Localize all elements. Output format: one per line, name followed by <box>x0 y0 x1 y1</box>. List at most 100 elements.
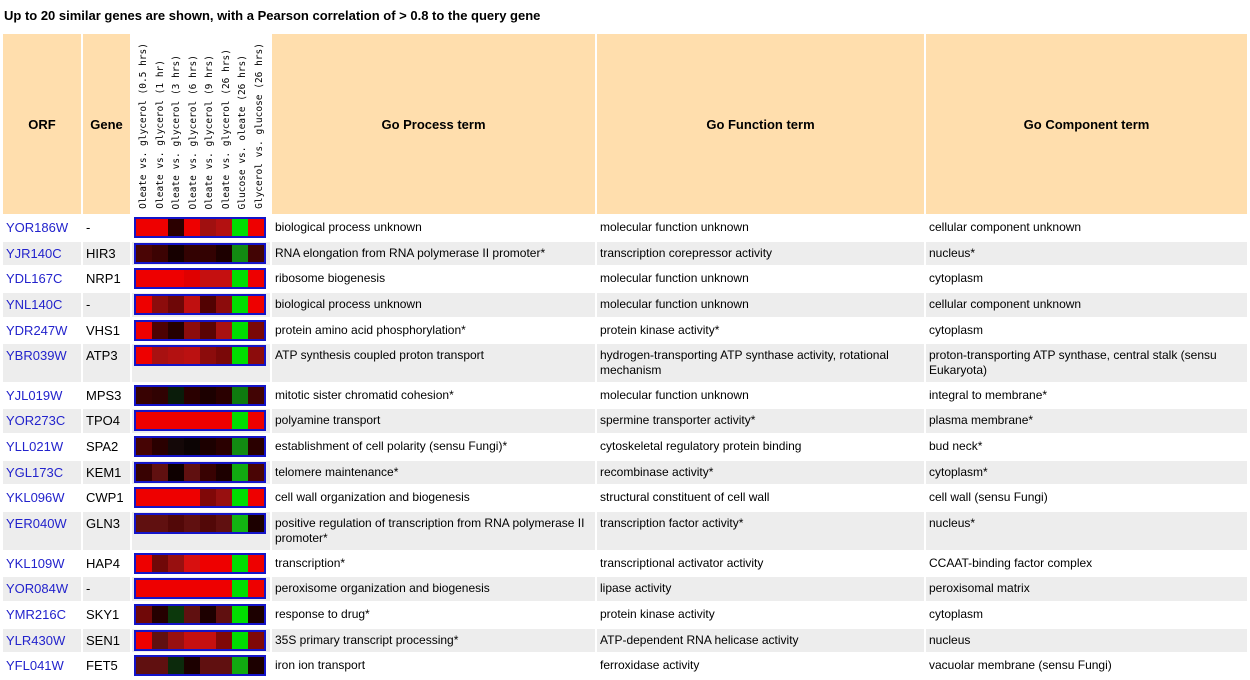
heatmap-cell <box>168 270 184 288</box>
orf-link[interactable]: YNL140C <box>6 296 63 312</box>
go-component-term: vacuolar membrane (sensu Fungi) <box>926 654 1247 678</box>
gene-name: KEM1 <box>83 460 130 485</box>
go-process-term: transcription* <box>272 551 595 576</box>
go-function-term: molecular function unknown <box>597 383 924 408</box>
heatmap-cell <box>184 514 200 532</box>
orf-link[interactable]: YMR216C <box>6 606 66 622</box>
go-component-term: nucleus* <box>926 241 1247 266</box>
gene-name: GLN3 <box>83 511 130 550</box>
orf-link[interactable]: YLL021W <box>6 439 64 455</box>
heatmap-cell <box>216 580 232 598</box>
heatmap-cell <box>216 321 232 339</box>
orf-link[interactable]: YOR084W <box>6 581 69 597</box>
heatmap-cell <box>136 386 152 404</box>
gene-name: HAP4 <box>83 551 130 576</box>
gene-row: YJR140C HIR3 RNA elongation from RNA pol… <box>3 241 1247 266</box>
heatmap-cell <box>216 631 232 649</box>
heatmap-cell <box>168 657 184 675</box>
go-function-term: spermine transporter activity* <box>597 409 924 434</box>
col-header-heatmap: Oleate vs. glycerol (0.5 hrs) Oleate vs. … <box>132 34 270 214</box>
heatmap-cell <box>232 463 248 481</box>
heatmap-cell <box>248 605 264 623</box>
heatmap-cell <box>200 270 216 288</box>
heatmap-cell <box>232 412 248 430</box>
heatmap-cell <box>232 631 248 649</box>
expression-heatmap <box>134 552 266 574</box>
heatmap-cell <box>184 270 200 288</box>
page-title: Up to 20 similar genes are shown, with a… <box>4 8 541 23</box>
heatmap-cell <box>184 438 200 456</box>
go-function-term: lipase activity <box>597 577 924 601</box>
header-row: ORF Gene Oleate vs. glycerol (0.5 hrs) Ol… <box>3 34 1247 214</box>
heatmap-cell-container <box>132 511 270 550</box>
orf-cell: YOR273C <box>3 409 81 434</box>
go-component-term: CCAAT-binding factor complex <box>926 551 1247 576</box>
heatmap-cell <box>168 463 184 481</box>
orf-cell: YKL096W <box>3 486 81 510</box>
heatmap-cell <box>184 605 200 623</box>
heatmap-cell <box>168 631 184 649</box>
orf-link[interactable]: YFL041W <box>6 658 64 674</box>
orf-cell: YJL019W <box>3 383 81 408</box>
heatmap-cell <box>136 657 152 675</box>
heatmap-cell <box>248 489 264 507</box>
heatmap-cell <box>136 244 152 262</box>
gene-row: YOR186W - biological process unknown mol… <box>3 216 1247 240</box>
orf-link[interactable]: YOR186W <box>6 220 69 235</box>
go-process-term: mitotic sister chromatid cohesion* <box>272 383 595 408</box>
go-function-term: protein kinase activity <box>597 602 924 627</box>
gene-row: YFL041W FET5 iron ion transport ferroxid… <box>3 654 1247 678</box>
gene-name: SKY1 <box>83 602 130 627</box>
heatmap-cell <box>184 244 200 262</box>
gene-name: CWP1 <box>83 486 130 510</box>
similar-genes-table: ORF Gene Oleate vs. glycerol (0.5 hrs) Ol… <box>1 32 1249 680</box>
heatmap-cell <box>184 386 200 404</box>
go-component-term: integral to membrane* <box>926 383 1247 408</box>
heatmap-cell <box>136 514 152 532</box>
expression-heatmap <box>134 319 266 341</box>
heatmap-column-label: Oleate vs. glycerol (26 hrs) <box>220 48 232 209</box>
heatmap-cell-container <box>132 577 270 601</box>
heatmap-cell <box>248 219 264 236</box>
col-header-go-function: Go Function term <box>597 34 924 214</box>
orf-link[interactable]: YGL173C <box>6 464 64 480</box>
orf-link[interactable]: YLR430W <box>6 632 66 648</box>
heatmap-cell <box>152 580 168 598</box>
go-process-term: 35S primary transcript processing* <box>272 628 595 653</box>
heatmap-cell <box>216 657 232 675</box>
orf-link[interactable]: YBR039W <box>6 348 67 364</box>
heatmap-cell <box>184 554 200 572</box>
heatmap-cell <box>200 386 216 404</box>
orf-link[interactable]: YJR140C <box>6 245 62 261</box>
heatmap-cell-container <box>132 383 270 408</box>
gene-row: YNL140C - biological process unknown mol… <box>3 292 1247 317</box>
heatmap-cell <box>248 386 264 404</box>
heatmap-cell <box>152 270 168 288</box>
heatmap-cell <box>200 244 216 262</box>
orf-link[interactable]: YDR247W <box>6 322 68 338</box>
orf-link[interactable]: YJL019W <box>6 387 63 403</box>
col-header-gene: Gene <box>83 34 130 214</box>
heatmap-cell <box>184 412 200 430</box>
heatmap-cell <box>184 295 200 313</box>
gene-name: HIR3 <box>83 241 130 266</box>
heatmap-cell <box>248 270 264 288</box>
orf-link[interactable]: YOR273C <box>6 413 66 429</box>
orf-link[interactable]: YDL167C <box>6 271 63 287</box>
heatmap-cell <box>248 631 264 649</box>
go-function-term: transcriptional activator activity <box>597 551 924 576</box>
heatmap-cell-container <box>132 409 270 434</box>
gene-name: ATP3 <box>83 344 130 382</box>
orf-link[interactable]: YER040W <box>6 515 67 531</box>
heatmap-cell <box>216 605 232 623</box>
go-component-term: cytoplasm <box>926 267 1247 291</box>
heatmap-cell <box>168 554 184 572</box>
go-component-term: cellular component unknown <box>926 292 1247 317</box>
heatmap-cell <box>168 295 184 313</box>
orf-link[interactable]: YKL096W <box>6 490 65 506</box>
expression-heatmap <box>134 512 266 534</box>
go-component-term: cellular component unknown <box>926 216 1247 240</box>
orf-link[interactable]: YKL109W <box>6 555 65 571</box>
gene-row: YGL173C KEM1 telomere maintenance* recom… <box>3 460 1247 485</box>
heatmap-cell-container <box>132 602 270 627</box>
